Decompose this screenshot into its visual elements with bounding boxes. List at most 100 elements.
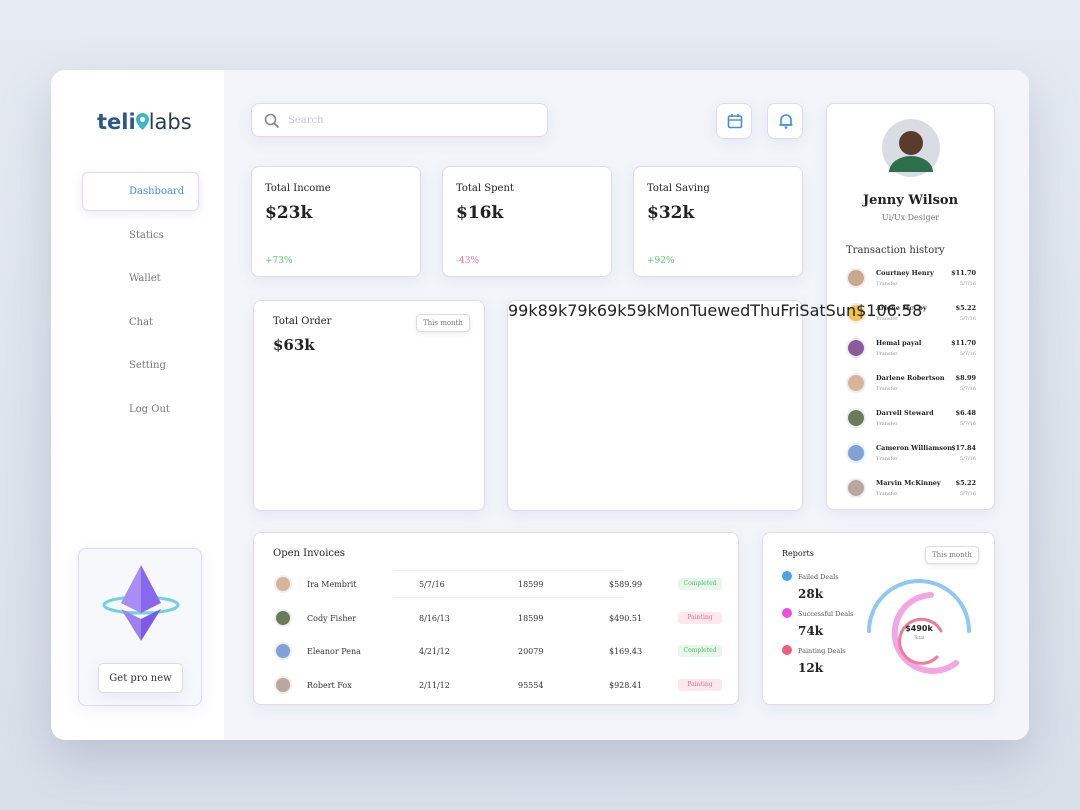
stat-card: Total Spent $16k -43% <box>442 166 612 277</box>
nav-label[interactable]: Log Out <box>129 404 170 415</box>
x-tick-label: Tue <box>689 301 718 320</box>
transaction-amount: $8.99 <box>955 374 976 382</box>
x-tick-label: Fri <box>780 301 800 320</box>
logo-end: labs <box>148 110 192 134</box>
invoice-name: Robert Fox <box>307 680 352 690</box>
invoice-status[interactable]: Completed <box>678 645 722 657</box>
transaction-date: 5/7/16 <box>959 351 976 357</box>
invoice-avatar <box>274 675 292 694</box>
transaction-amount: $11.70 <box>951 339 976 347</box>
order-value: $63k <box>273 336 315 354</box>
logo-start: teli <box>97 110 136 134</box>
legend-value: 74k <box>798 624 824 638</box>
reports-total-label: Total <box>913 635 925 641</box>
legend-dot <box>782 571 792 581</box>
stat-card: Total Income $23k +73% <box>251 166 421 277</box>
stat-change: +92% <box>647 256 675 266</box>
nav-label[interactable]: Wallet <box>129 273 161 285</box>
stat-value: $16k <box>456 203 504 223</box>
promo-card: Get pro new <box>78 548 202 706</box>
transaction-avatar <box>846 443 866 463</box>
invoice-amount: $490.51 <box>609 613 643 623</box>
stat-value: $23k <box>265 203 313 223</box>
stat-change: -43% <box>456 256 480 266</box>
legend-label: Successful Deals <box>798 610 854 618</box>
logo[interactable]: teli labs <box>97 112 192 133</box>
reports-title: Reports <box>782 549 814 558</box>
wave-chart: 99k89k79k69k59kMonTuewedThuFriSatSun$106… <box>508 301 922 320</box>
stat-title: Total Saving <box>647 183 710 194</box>
notification-button[interactable] <box>767 103 803 139</box>
transaction-date: 5/7/16 <box>959 456 976 462</box>
transaction-name[interactable]: Courtney Henry <box>876 269 934 277</box>
nav-label[interactable]: Dashboard <box>129 186 185 197</box>
reports-period[interactable]: This month <box>925 546 979 564</box>
transaction-amount: $6.48 <box>955 409 976 417</box>
nav-label[interactable]: Statics <box>129 229 164 241</box>
transaction-name[interactable]: Arlene McCoy <box>876 304 927 312</box>
profile-card: Jenny Wilson Ui/Ux Desiger Transaction h… <box>826 103 995 510</box>
invoice-id: 95554 <box>518 680 544 690</box>
invoice-id: 20079 <box>518 647 544 656</box>
reports-total: $490k <box>905 624 933 633</box>
transaction-avatar <box>846 478 866 498</box>
ethereum-icon <box>102 565 180 641</box>
invoice-status[interactable]: Completed <box>678 578 722 590</box>
stat-value: $32k <box>647 203 695 223</box>
transaction-name[interactable]: Darrell Steward <box>876 409 934 417</box>
order-card: Total Order $63k This month <box>253 300 485 511</box>
legend-dot <box>782 645 792 655</box>
get-pro-label: Get pro new <box>109 673 172 684</box>
transaction-avatar <box>846 338 866 358</box>
tooltip-label: $106.58 <box>856 301 923 320</box>
stat-change: +73% <box>265 256 293 266</box>
invoice-avatar <box>274 608 292 627</box>
transaction-amount: $11.70 <box>951 269 976 277</box>
calendar-button[interactable] <box>716 103 752 139</box>
search-placeholder: Search <box>288 115 324 126</box>
invoice-status[interactable]: Painting <box>678 611 722 624</box>
invoice-date: 5/7/16 <box>419 580 445 589</box>
reports-card: Reports This month $490k Total Failed De… <box>762 532 995 705</box>
invoice-amount: $928.41 <box>609 680 643 690</box>
stat-card: Total Saving $32k +92% <box>633 166 803 277</box>
invoice-avatar <box>274 575 292 593</box>
transaction-name[interactable]: Darlene Robertson <box>876 374 945 382</box>
transaction-amount: $17.84 <box>951 444 976 452</box>
invoice-id: 18599 <box>518 580 544 589</box>
transaction-name[interactable]: Hemal payal <box>876 339 922 347</box>
invoices-card: Open Invoices Ira Membrit 5/7/16 18599 $589… <box>253 532 739 705</box>
y-tick-label: 69k <box>596 301 627 320</box>
nav-label[interactable]: Chat <box>129 316 154 328</box>
nav-active-bg <box>82 172 199 211</box>
reports-ring: $490k Total <box>867 579 971 674</box>
transaction-avatar <box>846 373 866 393</box>
search-box[interactable]: Search <box>251 103 548 137</box>
profile-name: Jenny Wilson <box>862 193 959 208</box>
order-period[interactable]: This month <box>416 314 470 332</box>
invoice-avatar <box>274 642 292 660</box>
transaction-name[interactable]: Marvin McKinney <box>876 479 941 487</box>
invoice-status[interactable]: Painting <box>678 678 722 691</box>
x-tick-label: Thu <box>750 301 781 320</box>
x-tick-label: Mon <box>656 301 690 320</box>
x-tick-label: wed <box>717 301 751 320</box>
calendar-icon <box>727 114 743 129</box>
wave-chart-card: 99k89k79k69k59kMonTuewedThuFriSatSun$106… <box>507 300 922 511</box>
transaction-amount: $5.22 <box>955 304 976 312</box>
invoices-title: Open Invoices <box>273 548 346 559</box>
get-pro-button[interactable]: Get pro new <box>98 663 183 693</box>
search-icon <box>264 113 280 129</box>
invoice-name: Eleanor Pena <box>307 647 361 656</box>
nav-label[interactable]: Setting <box>129 360 166 372</box>
transaction-type: Transfer <box>876 421 898 427</box>
transaction-avatar <box>846 303 866 323</box>
transaction-date: 5/7/16 <box>959 281 976 287</box>
order-title: Total Order <box>273 316 332 327</box>
transaction-type: Transfer <box>876 281 898 287</box>
x-tick-label: Sun <box>825 301 857 320</box>
transaction-name[interactable]: Cameron Williamson <box>876 444 953 452</box>
profile-avatar <box>882 119 940 177</box>
